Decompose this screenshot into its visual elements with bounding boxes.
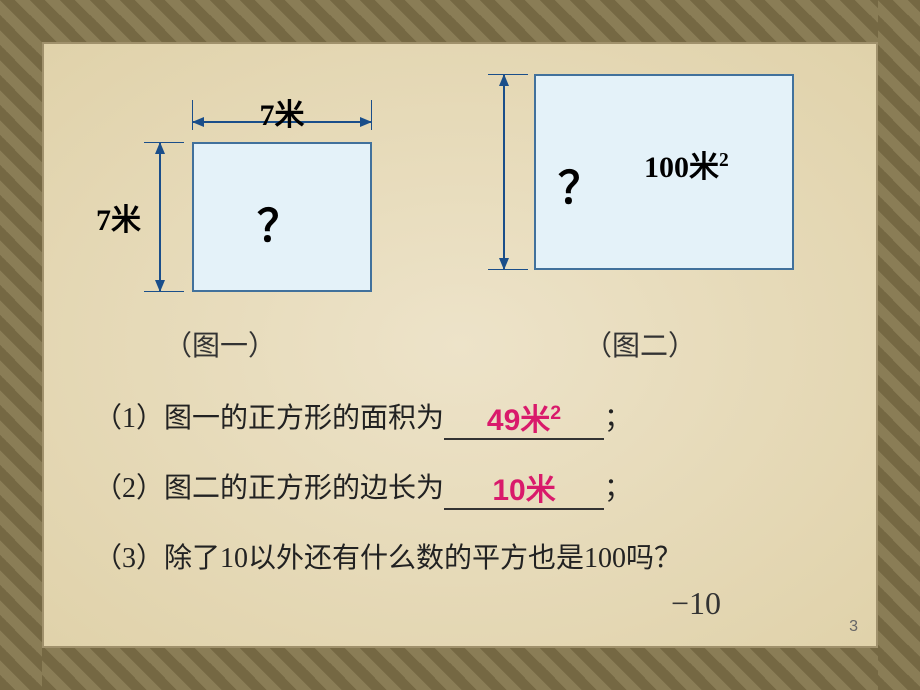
dim-arrow-left-2	[488, 74, 528, 270]
area-unit-super: 2	[719, 150, 729, 171]
dimension-top-1: 7米	[192, 100, 372, 130]
area-value: 100米	[644, 151, 719, 184]
caption-diagram-2: （图二）	[584, 324, 696, 364]
dimension-left-2	[488, 74, 528, 270]
question-mark-1: ？	[257, 190, 301, 254]
page-number: 3	[849, 618, 858, 636]
border-bottom	[0, 648, 920, 690]
slide-content: 7米 7米 ？ （图一） ？	[42, 42, 878, 648]
border-top	[0, 0, 920, 42]
question-1: （1）图一的正方形的面积为 49米2 ；	[94, 398, 834, 440]
dim-top-label-1: 7米	[192, 90, 372, 134]
q1-answer: 49米2	[487, 404, 561, 437]
question-mark-2: ？	[558, 152, 602, 216]
q1-answer-super: 2	[550, 402, 561, 424]
border-right	[878, 0, 920, 690]
question-2: （2）图二的正方形的边长为 10米 ；	[94, 468, 834, 510]
q1-prefix: （1）图一的正方形的面积为	[94, 403, 444, 434]
diagram-one: 7米 7米 ？	[102, 72, 392, 292]
q1-blank: 49米2	[444, 403, 604, 440]
questions-block: （1）图一的正方形的面积为 49米2 ； （2）图二的正方形的边长为 10米 ； （3）…	[94, 398, 834, 608]
diagram-two: ？ 100米2	[474, 68, 804, 288]
final-answer: −10	[671, 585, 721, 622]
dimension-left-1: 7米	[144, 142, 184, 292]
dim-arrow-left-1	[144, 142, 184, 292]
border-left	[0, 0, 42, 690]
q1-suffix: ；	[604, 403, 632, 434]
q2-suffix: ；	[604, 473, 632, 504]
q2-answer: 10米	[492, 474, 555, 507]
question-3: （3）除了10以外还有什么数的平方也是100吗？	[94, 538, 834, 580]
q2-blank: 10米	[444, 474, 604, 510]
q2-prefix: （2）图二的正方形的边长为	[94, 473, 444, 504]
q1-answer-value: 49米	[487, 404, 550, 437]
dim-left-label-1: 7米	[96, 195, 141, 239]
area-label-2: 100米2	[644, 142, 729, 186]
caption-diagram-1: （图一）	[164, 324, 276, 364]
